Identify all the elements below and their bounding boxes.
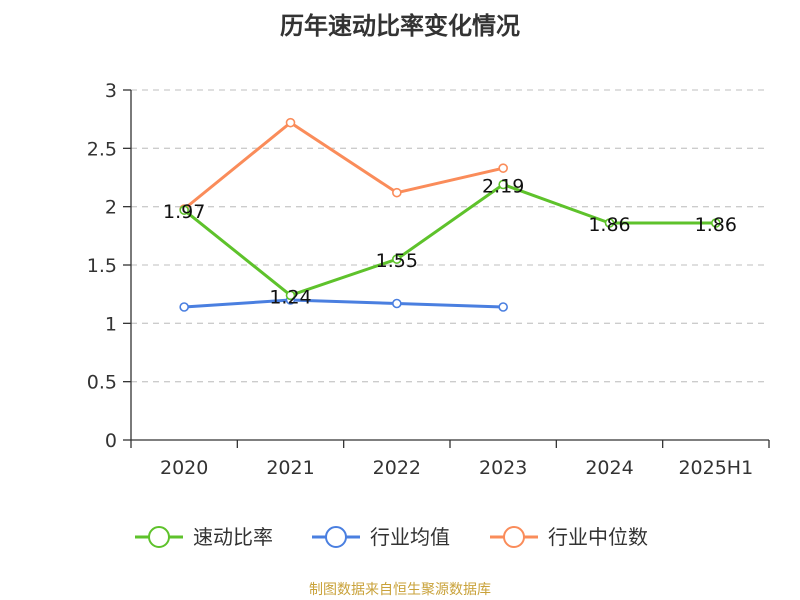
data-point	[285, 117, 296, 128]
series-line	[182, 298, 505, 309]
data-point	[498, 179, 508, 190]
x-tick-label: 2024	[585, 457, 633, 479]
x-tick-label: 2021	[266, 457, 314, 479]
y-tick-label: 3	[105, 80, 117, 102]
x-tick-label: 2023	[479, 457, 527, 479]
legend-item[interactable]: 行业均值	[312, 525, 450, 549]
legend-label: 速动比率	[193, 525, 273, 549]
data-point	[392, 187, 402, 198]
y-tick-label: 0	[105, 430, 117, 452]
data-point	[392, 254, 402, 264]
grid-lines	[131, 89, 769, 383]
y-tick-label: 0.5	[87, 372, 117, 394]
series-2	[179, 117, 508, 214]
legend-item[interactable]: 速动比率	[135, 525, 273, 549]
series-1	[179, 295, 508, 312]
legend-marker	[325, 526, 347, 548]
x-tick-label: 2020	[160, 457, 208, 479]
data-label: 1.97	[163, 201, 205, 223]
axes: 0 0.5 1 1.5 2 2.5 3 2020 2021 2022 2023 2024 2025H1	[87, 80, 770, 479]
data-point	[711, 218, 721, 228]
chart-title: 历年速动比率变化情况	[280, 12, 520, 40]
y-tick-label: 2	[105, 197, 117, 219]
series-line	[182, 183, 718, 297]
legend-label: 行业均值	[370, 525, 450, 549]
x-tick-label: 2025H1	[678, 457, 753, 479]
data-label: 1.86	[695, 214, 737, 236]
data-label: 1.55	[376, 250, 418, 272]
data-point	[392, 298, 402, 309]
data-point	[179, 302, 189, 312]
series-0	[179, 179, 721, 301]
y-tick-label: 1.5	[87, 255, 117, 277]
data-point	[498, 302, 508, 312]
series-line	[182, 121, 505, 211]
data-point	[604, 218, 615, 228]
legend[interactable]: 速动比率 行业均值 行业中位数	[135, 525, 648, 549]
source-note: 制图数据来自恒生聚源数据库	[309, 582, 491, 598]
legend-marker	[503, 526, 525, 548]
data-label: 2.19	[482, 176, 524, 198]
data-labels: 1.97 1.24 1.55 2.19 1.86 1.86	[163, 176, 737, 309]
legend-item[interactable]: 行业中位数	[490, 525, 648, 549]
data-point	[285, 290, 296, 301]
data-label: 1.24	[269, 286, 311, 308]
y-tick-label: 1	[105, 313, 117, 335]
legend-marker	[148, 526, 170, 548]
data-point	[498, 163, 508, 173]
data-label: 1.86	[588, 214, 630, 236]
legend-label: 行业中位数	[548, 525, 648, 549]
series-lines	[179, 117, 721, 312]
data-point	[179, 205, 189, 215]
x-tick-label: 2022	[373, 457, 421, 479]
y-tick-label: 2.5	[87, 138, 117, 160]
